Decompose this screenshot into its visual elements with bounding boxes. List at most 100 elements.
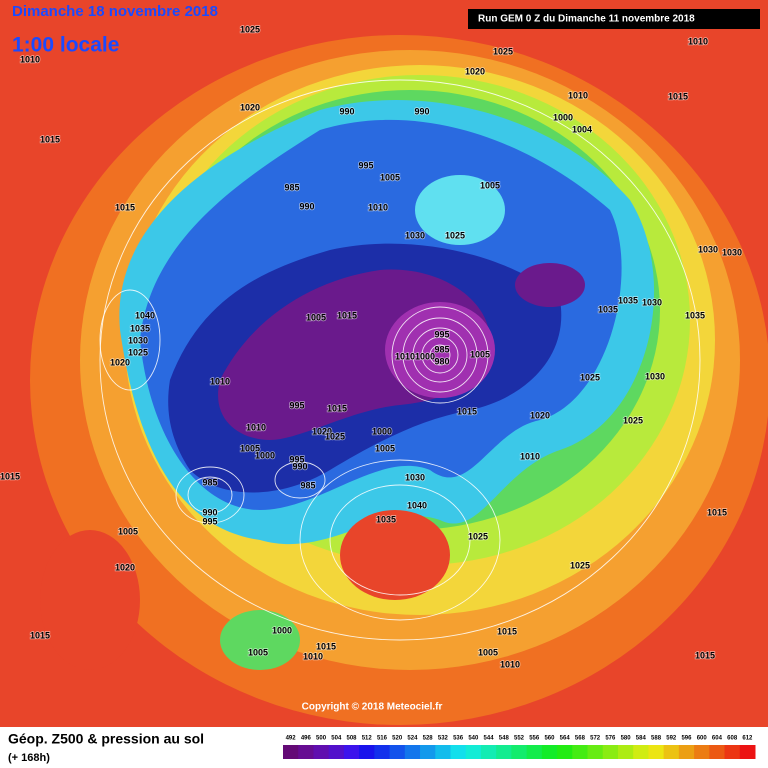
isobar-label: 1005 — [380, 172, 400, 182]
legend-value: 528 — [423, 736, 434, 742]
isobar-label: 980 — [434, 356, 449, 366]
isobar-label: 1020 — [312, 426, 332, 436]
run-box — [468, 9, 760, 29]
legend-value: 580 — [621, 736, 632, 742]
legend-value: 524 — [407, 736, 418, 742]
isobar-label: 1020 — [530, 410, 550, 420]
isobar-label: 1010 — [368, 202, 388, 212]
isobar-label: 1040 — [135, 310, 155, 320]
isobar-label: 1005 — [240, 443, 260, 453]
legend-swatch — [435, 745, 451, 759]
legend-swatch — [480, 745, 497, 759]
legend-swatch — [298, 745, 314, 759]
legend-value: 548 — [499, 736, 510, 742]
isobar-label: 995 — [289, 400, 304, 410]
map-time: 1:00 locale — [12, 34, 119, 57]
isobar-label: 1035 — [130, 323, 150, 333]
isobar-label: 1025 — [128, 347, 148, 357]
isobar-label: 1030 — [405, 230, 425, 240]
legend-swatch — [617, 745, 634, 759]
isobar-label: 990 — [292, 461, 307, 471]
map-date: Dimanche 18 novembre 2018 — [12, 3, 218, 20]
legend-value: 516 — [377, 736, 388, 742]
legend-value: 600 — [697, 736, 708, 742]
legend-swatch — [724, 745, 741, 759]
isobar-label: 1010 — [210, 376, 230, 386]
isobar-label: 990 — [414, 106, 429, 116]
isobar-label: 995 — [289, 454, 304, 464]
legend-swatch — [496, 745, 512, 759]
legend-value: 592 — [666, 736, 677, 742]
isobar-label: 1010 — [520, 451, 540, 461]
isobar-label: 1000 — [255, 450, 275, 460]
legend-swatch — [526, 745, 543, 759]
isobar-label: 1015 — [327, 403, 347, 413]
isobar-label: 1000 — [415, 351, 435, 361]
legend-value: 540 — [468, 736, 479, 742]
isobar-label: 1015 — [30, 630, 50, 640]
legend-value: 508 — [347, 736, 358, 742]
legend-value: 568 — [575, 736, 586, 742]
isobar-label: 1005 — [306, 312, 326, 322]
isobar-label: 1030 — [405, 472, 425, 482]
legend-swatch — [648, 745, 665, 759]
isobar-label: 1025 — [325, 431, 345, 441]
legend-swatch — [541, 745, 558, 759]
isobar-label: 1025 — [468, 531, 488, 541]
isobar-label: 1015 — [337, 310, 357, 320]
isobar-label: 1035 — [618, 295, 638, 305]
isobar-label: 1005 — [478, 647, 498, 657]
isobar-label: 1000 — [553, 112, 573, 122]
copyright: Copyright © 2018 Meteociel.fr — [302, 702, 443, 713]
legend-swatch — [420, 745, 436, 759]
legend-value: 612 — [742, 736, 753, 742]
isobar-lines — [99, 79, 701, 641]
isobar-label: 1005 — [248, 647, 268, 657]
isobar-label: 1010 — [395, 351, 415, 361]
isobar-label: 985 — [202, 477, 217, 487]
legend-swatch — [557, 745, 573, 759]
run-label: Run GEM 0 Z du Dimanche 11 novembre 2018 — [478, 14, 695, 25]
isobar-label: 995 — [358, 160, 373, 170]
isobar-label: 1005 — [470, 349, 490, 359]
legend-lead: (+ 168h) — [8, 752, 50, 764]
legend-value: 536 — [453, 736, 464, 742]
legend-value: 584 — [636, 736, 647, 742]
map-background — [0, 0, 768, 728]
legend-swatch — [328, 745, 345, 759]
isobar-label: 1030 — [698, 244, 718, 254]
legend-value: 532 — [438, 736, 449, 742]
legend-value: 544 — [484, 736, 495, 742]
isobar-label: 1015 — [668, 91, 688, 101]
isobar-label: 985 — [284, 182, 299, 192]
isobar-label: 1000 — [272, 625, 292, 635]
legend-value: 576 — [605, 736, 616, 742]
legend-value: 572 — [590, 736, 601, 742]
legend-value: 560 — [544, 736, 555, 742]
isobar-label: 1030 — [128, 335, 148, 345]
isobar-label: 1004 — [572, 124, 592, 134]
isobar-label: 1020 — [240, 102, 260, 112]
isobar-label: 1025 — [240, 24, 260, 34]
legend-swatch — [678, 745, 695, 759]
isobar-label: 1010 — [20, 54, 40, 64]
isobar-label: 995 — [202, 516, 217, 526]
isobar-label: 1010 — [303, 651, 323, 661]
legend-swatch — [739, 745, 756, 759]
legend-value: 496 — [301, 736, 312, 742]
isobar-label: 1020 — [110, 357, 130, 367]
isobar-label: 1015 — [115, 202, 135, 212]
isobar-label: 1010 — [246, 422, 266, 432]
isobar-label: 1020 — [465, 66, 485, 76]
isobar-label: 1015 — [695, 650, 715, 660]
isobar-label: 1035 — [376, 514, 396, 524]
isobar-label: 990 — [299, 201, 314, 211]
legend-title: Géop. Z500 & pression au sol — [8, 731, 204, 747]
legend-value: 500 — [316, 736, 327, 742]
legend-swatch — [709, 745, 726, 759]
isobar-label: 1030 — [642, 297, 662, 307]
legend-swatch — [404, 745, 421, 759]
isobar-label: 995 — [434, 329, 449, 339]
legend-value: 604 — [712, 736, 723, 742]
legend-swatch — [465, 745, 482, 759]
